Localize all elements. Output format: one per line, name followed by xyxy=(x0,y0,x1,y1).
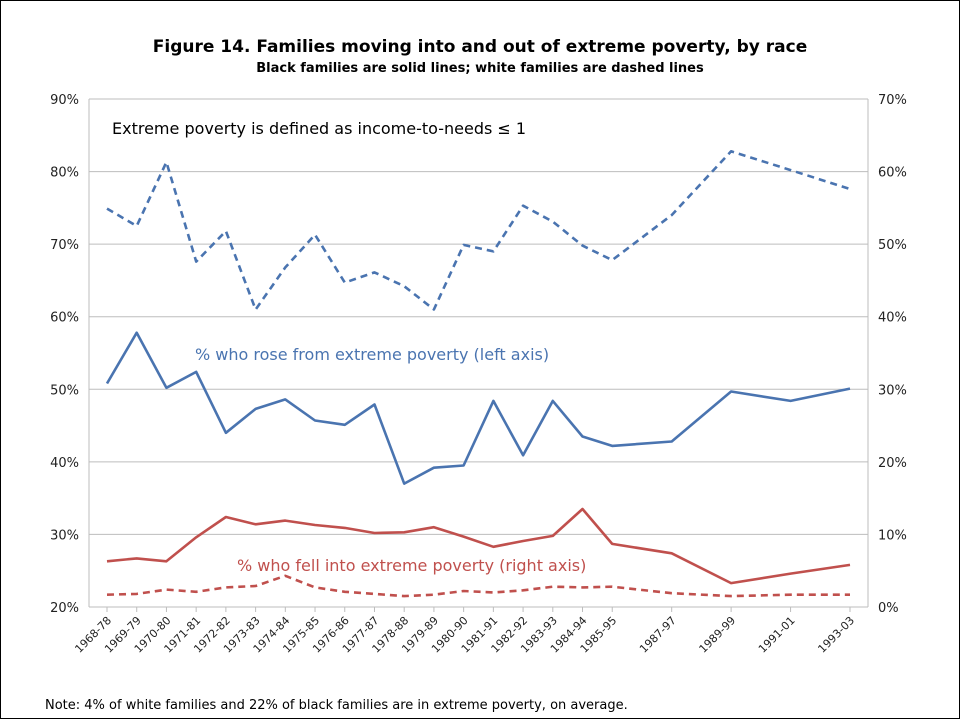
x-tick-label: 1991-01 xyxy=(756,614,798,656)
left-tick-label: 40% xyxy=(50,456,79,471)
left-tick-label: 20% xyxy=(50,601,79,616)
x-tick-label: 1989-99 xyxy=(697,614,739,656)
right-tick-label: 40% xyxy=(878,311,907,326)
right-tick-label: 50% xyxy=(878,238,907,253)
left-tick-label: 50% xyxy=(50,383,79,398)
right-axis-ticks: 0% 10% 20% 30% 40% 50% 60% 70% xyxy=(878,93,907,616)
chart-title: Figure 14. Families moving into and out … xyxy=(153,37,808,57)
right-tick-label: 20% xyxy=(878,456,907,471)
left-tick-label: 30% xyxy=(50,528,79,543)
left-tick-label: 70% xyxy=(50,238,79,253)
gridlines xyxy=(88,98,869,608)
chart-note: Note: 4% of white families and 22% of bl… xyxy=(45,698,628,713)
left-axis-ticks: 20% 30% 40% 50% 60% 70% 80% 90% xyxy=(50,93,79,616)
x-tick-label: 1987-97 xyxy=(637,614,679,656)
series-line-black-fell xyxy=(106,507,851,585)
series-lines xyxy=(105,150,851,598)
definition-annotation: Extreme poverty is defined as income-to-… xyxy=(112,119,526,138)
right-tick-label: 60% xyxy=(878,166,907,181)
chart-subtitle: Black families are solid lines; white fa… xyxy=(256,61,704,76)
right-tick-label: 70% xyxy=(878,93,907,108)
right-tick-label: 30% xyxy=(878,383,907,398)
fell-series-label: % who fell into extreme poverty (right a… xyxy=(237,556,586,575)
rose-series-label: % who rose from extreme poverty (left ax… xyxy=(195,345,549,364)
left-tick-label: 90% xyxy=(50,93,79,108)
right-tick-label: 0% xyxy=(878,601,899,616)
right-tick-label: 10% xyxy=(878,528,907,543)
series-line-white-fell xyxy=(106,574,850,598)
series-line-black-rose xyxy=(105,331,851,485)
x-axis-ticks: 1968-781969-791970-801971-811972-821973-… xyxy=(72,607,857,656)
x-tick-label: 1993-03 xyxy=(815,614,857,656)
series-line-white-rose xyxy=(106,150,851,311)
left-tick-label: 80% xyxy=(50,166,79,181)
left-tick-label: 60% xyxy=(50,311,79,326)
